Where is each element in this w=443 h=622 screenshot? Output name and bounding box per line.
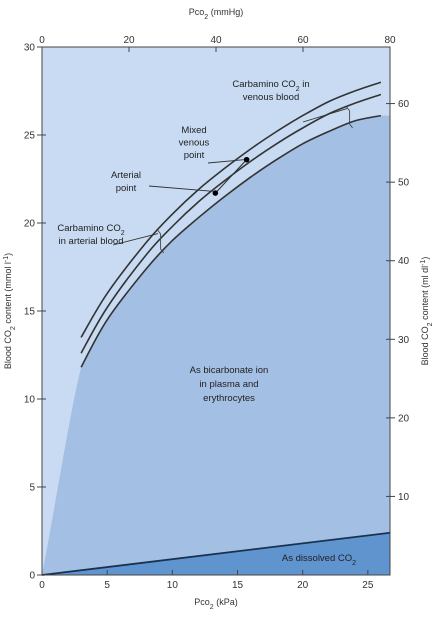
mixed-venous-label-line: Mixed xyxy=(181,125,206,136)
mixed-venous-label-line: point xyxy=(184,150,205,161)
dissolved-co2-label: As dissolved CO2 xyxy=(282,553,356,567)
carbamino-arterial-label-line2: in arterial blood xyxy=(59,236,124,247)
x-top-tick-label: 60 xyxy=(297,35,309,46)
y-left-tick-label: 20 xyxy=(24,219,36,230)
mixed-venous-label-line: venous xyxy=(179,138,210,149)
dissolved-co2-line xyxy=(41,531,391,576)
carbamino-venous-leader xyxy=(302,108,348,123)
x-top-tick-label: 0 xyxy=(39,35,45,46)
x-bottom-tick-label: 5 xyxy=(104,580,110,591)
arterial-point-dot xyxy=(212,190,219,196)
mixed-venous-leader xyxy=(207,159,245,164)
bicarbonate-label-line: in plasma and xyxy=(199,379,258,390)
carbamino-venous-label: Carbamino CO2 in xyxy=(232,79,309,93)
x-bottom-tick-label: 20 xyxy=(297,580,309,591)
y-right-tick-label: 40 xyxy=(398,256,410,267)
x-top-tick-label: 80 xyxy=(384,35,396,46)
x-bottom-tick-label: 15 xyxy=(232,580,244,591)
x-top-axis-title: Pco2 (mmHg) xyxy=(189,7,243,21)
axes: 0 5 10 15 20 25 0 20 40 60 80 0 5 10 15 20 25 30 10 20 30 40 5… xyxy=(3,7,434,611)
mixed-venous-point-dot xyxy=(243,156,250,163)
co2-curve-2 xyxy=(80,93,382,354)
x-top-tick-label: 20 xyxy=(123,35,135,46)
arterial-venous-link xyxy=(214,159,248,194)
bicarbonate-label-line: As bicarbonate ion xyxy=(190,365,269,376)
co2-curve-1 xyxy=(80,81,382,338)
carbamino-venous-bracket xyxy=(346,106,353,129)
y-left-tick-label: 10 xyxy=(24,395,36,406)
y-right-tick-label: 30 xyxy=(398,335,410,346)
x-bottom-tick-label: 10 xyxy=(167,580,179,591)
y-left-tick-label: 0 xyxy=(29,571,35,582)
co2-curve-3 xyxy=(80,114,382,368)
y-right-tick-label: 20 xyxy=(398,413,410,424)
y-left-tick-label: 15 xyxy=(24,307,36,318)
x-bottom-tick-label: 25 xyxy=(362,580,374,591)
y-left-tick-label: 25 xyxy=(24,131,36,142)
y-left-axis-title: Blood CO2 content (mmol l-1) xyxy=(3,253,17,369)
arterial-label-line: Arterial xyxy=(111,170,141,181)
y-left-tick-label: 30 xyxy=(24,43,36,54)
carbamino-arterial-label: Carbamino CO2 xyxy=(57,223,124,237)
y-right-tick-label: 60 xyxy=(398,99,410,110)
carbamino-arterial-leader xyxy=(112,233,159,246)
x-bottom-tick-label: 0 xyxy=(39,580,45,591)
carbamino-arterial-bracket xyxy=(157,229,164,254)
y-right-axis-title: Blood CO2 content (ml dl-1) xyxy=(420,257,434,366)
arterial-leader xyxy=(148,185,213,192)
carbamino-venous-label-line2: venous blood xyxy=(243,92,300,103)
x-top-tick-label: 40 xyxy=(210,35,222,46)
y-right-tick-label: 50 xyxy=(398,178,410,189)
bicarbonate-region xyxy=(42,115,390,575)
bicarbonate-label-line: erythrocytes xyxy=(203,393,255,404)
y-left-tick-label: 5 xyxy=(29,483,35,494)
labels: As bicarbonate ion in plasma and erythrocy… xyxy=(57,79,356,567)
x-bottom-axis-title: Pco2 (kPa) xyxy=(194,597,237,611)
arterial-label-line: point xyxy=(116,183,137,194)
y-right-tick-label: 10 xyxy=(398,492,410,503)
plot-area xyxy=(41,47,391,576)
